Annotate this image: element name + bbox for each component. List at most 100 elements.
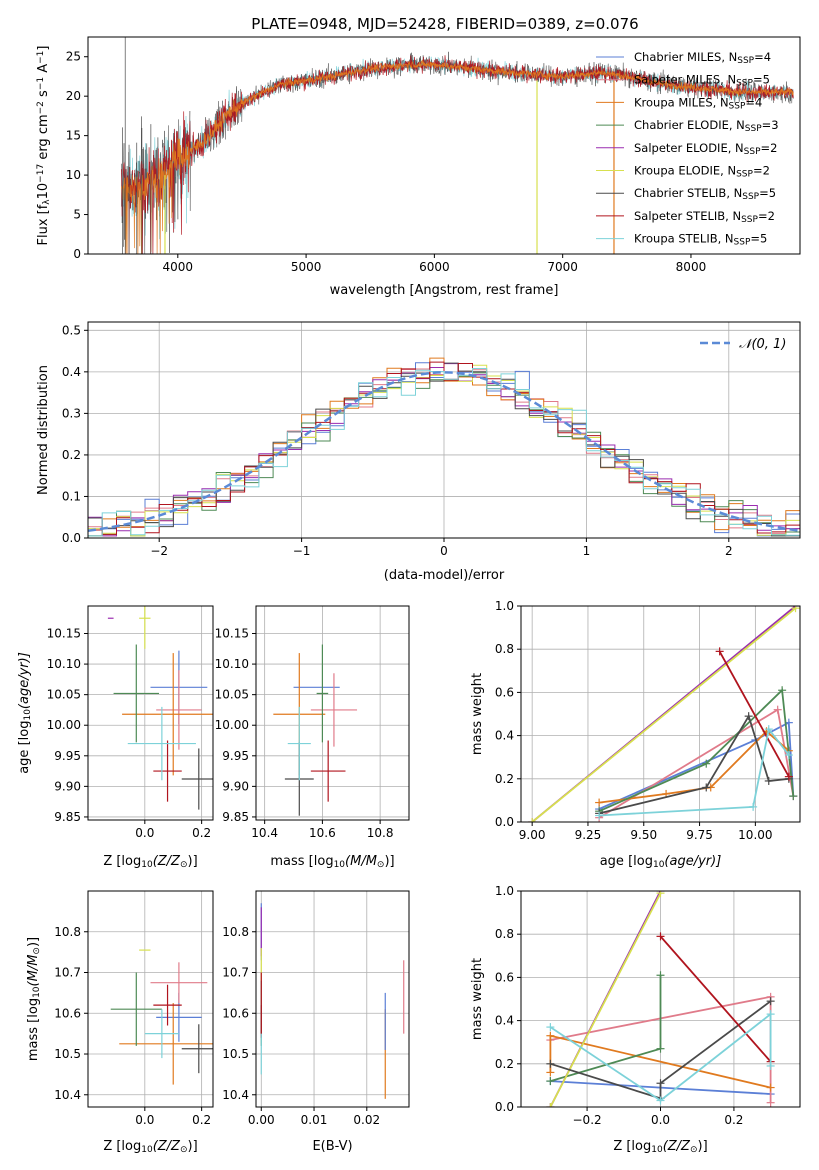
x-tick-label: 0.0 — [135, 826, 154, 840]
y-tick-label: 0.8 — [495, 642, 514, 656]
weight-series-chabrier-miles — [598, 721, 795, 810]
y-tick-label: 0.4 — [62, 365, 81, 379]
x-tick-label: 4000 — [163, 260, 194, 274]
weight-z-ylabel: mass weight — [470, 958, 485, 1040]
normal-reference-curve — [88, 371, 800, 532]
age-mass-xlabel: mass [log10(M/M⊙)] — [270, 854, 394, 870]
y-tick-label: 0.6 — [495, 685, 514, 699]
legend-label: Kroupa MILES, NSSP=4 — [634, 95, 762, 111]
weight-series-salpeter-stelib — [659, 935, 772, 1063]
legend-label-part: Salpeter MILES, N — [634, 73, 736, 87]
legend-label-part: Chabrier STELIB, N — [634, 186, 742, 200]
x-tick-label: 10.8 — [367, 826, 394, 840]
legend-label-part: SSP — [744, 147, 761, 157]
x-tick-label: 0.0 — [651, 1113, 670, 1127]
legend-label-part: SSP — [741, 215, 758, 225]
legend-label: Kroupa STELIB, NSSP=5 — [634, 232, 767, 248]
axes-frame — [87, 321, 801, 539]
legend-label: Chabrier STELIB, NSSP=5 — [634, 186, 776, 202]
legend-label-part: SSP — [736, 170, 753, 180]
spectrum-ylabel-part: λ — [42, 199, 52, 205]
weight-series-kroupa-stelib — [599, 726, 790, 817]
mass-z-ylabel: mass [log10(M/M⊙)] — [26, 937, 42, 1061]
y-tick-label: 5 — [73, 208, 81, 222]
weight-vs-metallicity-panel: −0.2 0.0 0.2 0.0 0.2 0.4 0.6 0.8 1.0 Z [log10(Z/Z… — [470, 884, 801, 1155]
mass-vs-extinction-panel: 0.00 0.01 0.02 10.4 10.5 10.6 10.7 10.8 E(B-V) — [222, 890, 410, 1154]
legend-label-part: =2 — [758, 209, 775, 223]
x-tick-label: 7000 — [547, 260, 578, 274]
age-z-ylabel-part: 10 — [23, 709, 33, 721]
axes-frame — [255, 605, 410, 821]
weight-series-chabrier-stelib — [550, 1000, 772, 1100]
y-tick-label: 1.0 — [495, 599, 514, 613]
spectrum-ylabel-part: s — [36, 90, 51, 101]
age-vs-mass-panel: 10.4 10.6 10.8 9.85 9.90 9.95 10.00 10.05 10.10 1… — [215, 605, 410, 870]
legend-label-part: =2 — [761, 141, 778, 155]
spectrum-ylabel-part: −17 — [36, 164, 46, 183]
mass-z-ylabel-part: mass [log — [26, 998, 41, 1061]
y-tick-label: 0.4 — [495, 729, 514, 743]
y-tick-label: 0.0 — [495, 1100, 514, 1114]
age-mass-xlabel-part: (M/M — [345, 854, 377, 869]
x-tick-label: 0.2 — [192, 1113, 211, 1127]
residuals-legend-label: 𝒩(0, 1) — [739, 337, 786, 352]
weight-z-xlabel-part: ⊙ — [690, 1145, 698, 1155]
mass-z-xlabel-part: )] — [188, 1139, 198, 1154]
y-tick-label: 10.7 — [54, 966, 81, 980]
weight-series-kroupa-stelib — [549, 1012, 772, 1102]
y-tick-label: 0.4 — [495, 1014, 514, 1028]
mass-ebv-xlabel: E(B-V) — [312, 1139, 352, 1154]
y-tick-label: 0.3 — [62, 406, 81, 420]
axes-frame — [87, 890, 214, 1108]
figure-title: PLATE=0948, MJD=52428, FIBERID=0389, z=0… — [251, 15, 638, 33]
y-tick-label: 10.5 — [222, 1047, 249, 1061]
age-z-ylabel-part: age [log — [17, 721, 32, 774]
weight-z-xlabel: Z [log10(Z/Z⊙)] — [613, 1139, 707, 1155]
y-tick-label: 10.6 — [222, 1006, 249, 1020]
y-tick-label: 0.8 — [495, 927, 514, 941]
x-tick-label: 9.50 — [630, 828, 657, 842]
axes-frame — [255, 890, 410, 1108]
residuals-panel: −2 −1 0 1 2 0.0 0.1 0.2 0.3 0.4 0.5 (data-model)/er… — [36, 321, 801, 583]
spectrum-ylabel-part: erg cm — [36, 114, 51, 163]
legend-label-part: =5 — [750, 232, 767, 246]
spectrum-ylabel-part: A — [36, 64, 51, 77]
y-tick-label: 10.15 — [215, 627, 249, 641]
legend-label-part: SSP — [742, 192, 759, 202]
y-tick-label: 0.2 — [495, 772, 514, 786]
y-tick-label: 10.10 — [47, 657, 81, 671]
x-tick-label: 1 — [583, 544, 591, 558]
x-tick-label: 9.25 — [575, 828, 602, 842]
y-tick-label: 10.7 — [222, 966, 249, 980]
mass-z-xlabel-part: ⊙ — [180, 1145, 188, 1155]
y-tick-label: 9.90 — [222, 779, 249, 793]
x-tick-label: 0.2 — [724, 1113, 743, 1127]
x-tick-label: 9.75 — [686, 828, 713, 842]
y-tick-label: 25 — [66, 50, 81, 64]
legend-label-part: SSP — [736, 79, 753, 89]
legend-label-part: Salpeter STELIB, N — [634, 209, 741, 223]
weight-age-ylabel: mass weight — [470, 673, 485, 755]
spectrum-ylabel-part: −1 — [36, 51, 46, 64]
y-tick-label: 0.1 — [62, 489, 81, 503]
y-tick-label: 0.6 — [495, 970, 514, 984]
age-mass-xlabel-part: )] — [384, 854, 394, 869]
y-tick-label: 9.95 — [54, 749, 81, 763]
weight-age-xlabel-part: age [log — [600, 854, 653, 869]
y-tick-label: 0.0 — [62, 531, 81, 545]
x-tick-label: 8000 — [676, 260, 707, 274]
spectrum-ylabel-part: −1 — [36, 77, 46, 90]
x-tick-label: 0 — [440, 544, 448, 558]
mass-z-ylabel-part: ⊙ — [32, 947, 42, 955]
legend-label-part: Chabrier MILES, N — [634, 50, 737, 64]
y-tick-label: 0 — [73, 247, 81, 261]
y-tick-label: 10.6 — [54, 1006, 81, 1020]
y-tick-label: 10.4 — [222, 1088, 249, 1102]
legend-label-part: Kroupa MILES, N — [634, 95, 729, 109]
legend-label: Kroupa ELODIE, NSSP=2 — [634, 164, 770, 180]
spectrum-panel: 4000 5000 6000 7000 8000 0 5 10 15 20 25 wavelength… — [36, 36, 801, 298]
x-tick-label: 0.02 — [353, 1113, 380, 1127]
legend-label-part: =4 — [754, 50, 771, 64]
age-mass-xlabel-part: ⊙ — [377, 860, 385, 870]
